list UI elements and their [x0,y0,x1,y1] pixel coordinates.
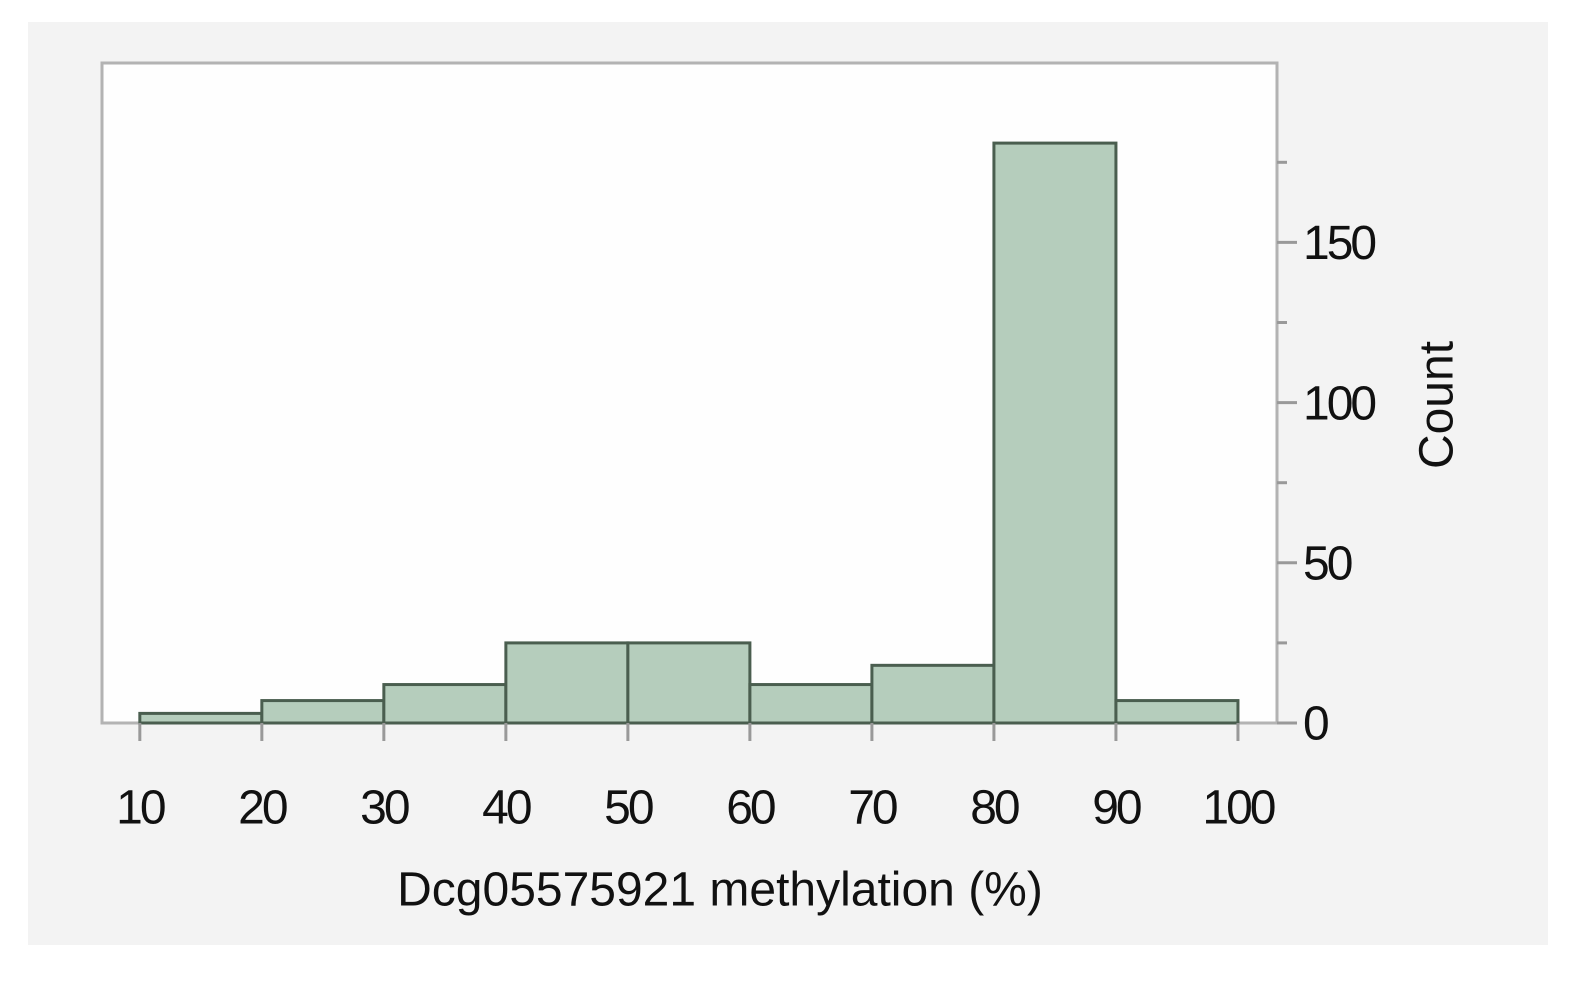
x-tick-label: 50 [604,782,653,835]
y-tick-label: 100 [1303,377,1375,430]
x-tick-label: 40 [482,782,531,835]
bar [382,683,508,725]
bar [504,641,630,725]
bar [1114,699,1240,725]
bar [870,663,996,725]
x-axis-label: Dcg05575921 methylation (%) [397,864,1043,917]
y-tick-label: 150 [1303,217,1375,270]
bar [260,699,386,725]
bar [992,141,1118,725]
y-tick-label: 50 [1303,537,1352,590]
x-tick-label: 80 [970,782,1019,835]
x-tick-label: 70 [848,782,897,835]
bar [626,641,752,725]
x-tick-label: 90 [1092,782,1141,835]
x-tick-label: 10 [116,782,165,835]
x-tick-label: 60 [726,782,775,835]
x-tick-label: 20 [238,782,287,835]
y-tick-label: 0 [1303,698,1328,751]
y-axis-label: Count [1411,341,1464,469]
bar [138,711,264,725]
x-tick-label: 30 [360,782,409,835]
x-tick-label: 100 [1202,782,1274,835]
bar [748,683,874,725]
